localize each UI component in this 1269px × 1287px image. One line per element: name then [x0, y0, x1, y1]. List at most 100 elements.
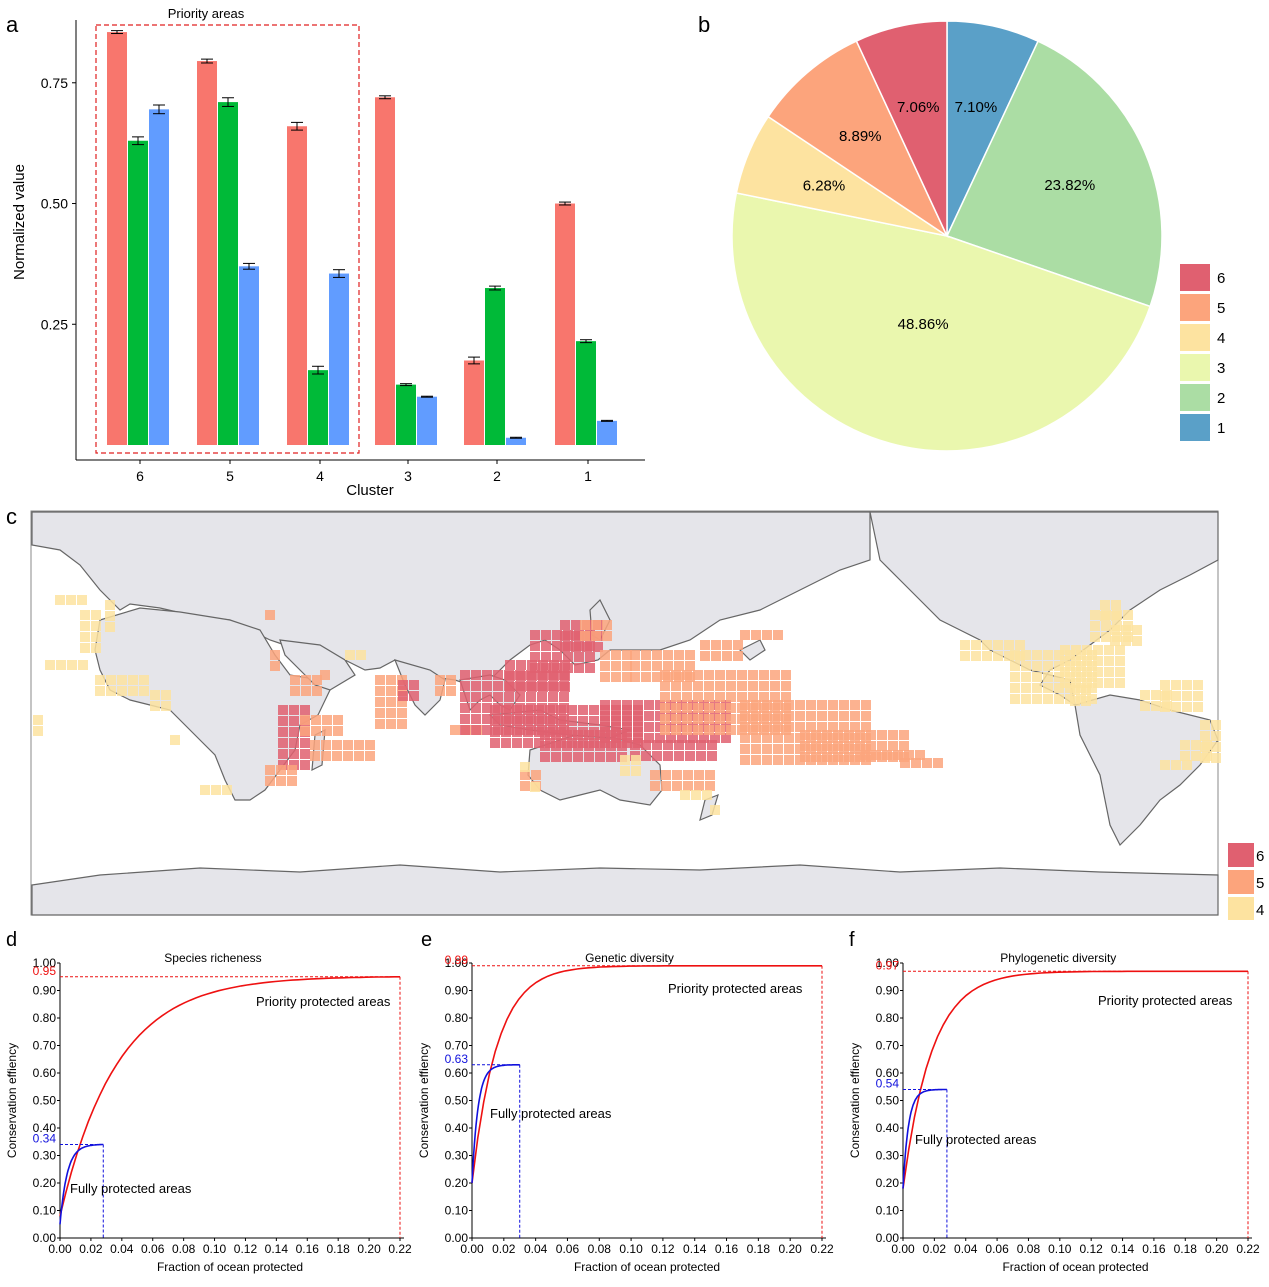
grid-cell: [737, 692, 747, 702]
grid-cell: [806, 722, 816, 732]
grid-cell: [560, 642, 570, 652]
grid-cell: [128, 686, 138, 696]
grid-cell: [773, 630, 783, 640]
grid-cell: [106, 686, 116, 696]
grid-cell: [606, 752, 616, 762]
grid-cell: [573, 741, 583, 751]
land-madagascar-2: [738, 639, 766, 661]
grid-cell: [740, 711, 750, 721]
grid-cell: [1104, 645, 1114, 655]
grid-cell: [751, 722, 761, 732]
grid-cell: [700, 640, 710, 650]
grid-cell: [1060, 656, 1070, 666]
grid-cell: [1093, 678, 1103, 688]
grid-cell: [693, 670, 703, 680]
grid-cell: [641, 740, 651, 750]
grid-cell: [1101, 621, 1111, 631]
full-curve: [471, 1064, 520, 1184]
grid-cell: [1021, 694, 1031, 704]
y-tick-label: 0.90: [445, 984, 469, 998]
grid-cell: [551, 730, 561, 740]
y-axis-label: Conservation effiency: [5, 1043, 19, 1158]
pie-slice-label: 7.06%: [897, 99, 940, 116]
grid-cell: [117, 675, 127, 685]
grid-cell: [482, 714, 492, 724]
panel-b: b 7.10% 23.82% 48.86% 6.28% 8.89% 7.06% 6 5 4 3 2…: [660, 0, 1269, 500]
grid-cell: [833, 752, 843, 762]
grid-cell: [585, 652, 595, 662]
y-tick-label: 1.00: [876, 956, 900, 970]
grid-cell: [710, 805, 720, 815]
x-axis-label: Cluster: [346, 482, 394, 499]
grid-cell: [356, 650, 366, 660]
grid-cell: [397, 697, 407, 707]
grid-cell: [671, 692, 681, 702]
grid-cell: [795, 711, 805, 721]
grid-cell: [737, 670, 747, 680]
grid-cell: [685, 661, 695, 671]
grid-cell: [300, 760, 310, 770]
grid-cell: [817, 711, 827, 721]
grid-cell: [700, 651, 710, 661]
grid-cell: [1211, 742, 1221, 752]
grid-cell: [541, 652, 551, 662]
grid-cell: [600, 672, 610, 682]
grid-cell: [287, 765, 297, 775]
bar: [506, 437, 526, 445]
grid-cell: [161, 701, 171, 711]
grid-cell: [866, 741, 876, 751]
grid-cell: [289, 716, 299, 726]
grid-cell: [850, 711, 860, 721]
grid-cell: [460, 692, 470, 702]
grid-cell: [545, 716, 555, 726]
grid-cell: [704, 692, 714, 702]
grid-cell: [265, 765, 275, 775]
grid-cell: [1043, 661, 1053, 671]
grid-cell: [80, 632, 90, 642]
y-tick-label: 0.50: [445, 1094, 469, 1108]
grid-cell: [740, 722, 750, 732]
grid-cell: [704, 703, 714, 713]
grid-cell: [1093, 667, 1103, 677]
grid-cell: [861, 700, 871, 710]
grid-cell: [1193, 680, 1203, 690]
bar: [396, 384, 416, 445]
grid-cell: [650, 781, 660, 791]
grid-cell: [1060, 645, 1070, 655]
grid-cell: [811, 752, 821, 762]
grid-cell: [705, 770, 715, 780]
grid-cell: [526, 692, 536, 702]
grid-cell: [660, 670, 670, 680]
grid-cell: [759, 670, 769, 680]
grid-cell: [1191, 740, 1201, 750]
grid-cell: [693, 725, 703, 735]
chart-title: Genetic diversity: [585, 951, 674, 965]
y-tick-label: 0.25: [41, 316, 68, 332]
grid-cell: [1021, 672, 1031, 682]
grid-cell: [537, 692, 547, 702]
grid-cell: [91, 643, 101, 653]
grid-cell: [1043, 650, 1053, 660]
grid-cell: [685, 650, 695, 660]
grid-cell: [320, 670, 330, 680]
land-antarctica: [31, 864, 1219, 916]
grid-cell: [740, 744, 750, 754]
pie-slice-label: 48.86%: [898, 316, 949, 333]
grid-cell: [501, 705, 511, 715]
grid-cell: [460, 703, 470, 713]
grid-cell: [600, 733, 610, 743]
grid-cell: [365, 740, 375, 750]
grid-cell: [106, 675, 116, 685]
grid-cell: [1070, 685, 1080, 695]
x-tick-label: 0.00: [891, 1242, 915, 1256]
grid-cell: [128, 675, 138, 685]
grid-cell: [904, 750, 914, 760]
bar: [239, 266, 259, 445]
panel-a: a Priority areas Normalized value Cluste…: [0, 0, 650, 500]
grid-cell: [773, 722, 783, 732]
grid-cell: [740, 755, 750, 765]
panel-f: f Phylogenetic diversity 0.00 0.10 0.20 0.30 0…: [843, 920, 1269, 1282]
legend-swatch: [1228, 843, 1254, 867]
grid-cell: [644, 733, 654, 743]
